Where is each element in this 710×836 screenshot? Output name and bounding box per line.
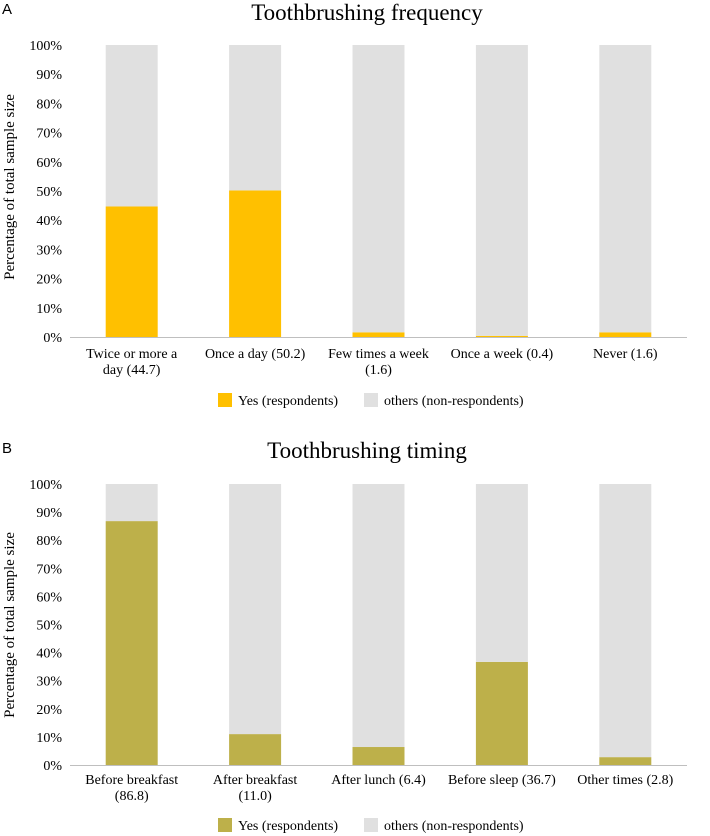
panel-a-y-tick-label: 40%: [36, 214, 62, 229]
panel-a-y-tick-label: 10%: [36, 302, 62, 317]
panel-a-y-tick-label: 60%: [36, 156, 62, 171]
panel-b-bar-others-2: [229, 484, 282, 735]
panel-a-legend-label-others: others (non-respondents): [384, 394, 524, 409]
panel-b: B Toothbrushing timing Percentage of tot…: [2, 438, 687, 834]
panel-b-bar-others-3: [352, 484, 405, 748]
panel-a-y-tick-label: 20%: [36, 273, 62, 288]
panel-a-legend-label-yes: Yes (respondents): [238, 394, 338, 409]
panel-a-y-ticks: 0% 10% 20% 30% 40% 50% 60% 70% 80% 90% 100%: [29, 39, 62, 346]
panel-a-bar-others-3: [352, 45, 405, 333]
panel-b-y-tick-label: 80%: [36, 534, 62, 549]
panel-b-bar-yes-2: [229, 734, 282, 765]
panel-b-y-tick-label: 30%: [36, 675, 62, 690]
panel-a-bar-others-4: [475, 45, 528, 336]
panel-b-bar-yes-4: [475, 661, 528, 765]
panel-b-letter: B: [2, 440, 12, 457]
panel-b-bars: [105, 484, 652, 765]
panel-b-legend-swatch-others: [364, 818, 378, 832]
panel-a-legend-swatch-yes: [218, 393, 232, 407]
panel-b-y-tick-label: 90%: [36, 506, 62, 521]
panel-b-bar-others-5: [599, 484, 652, 758]
panel-a-bars: [105, 45, 652, 337]
panel-b-y-tick-label: 50%: [36, 619, 62, 634]
panel-b-legend-label-others: others (non-respondents): [384, 819, 524, 834]
panel-b-y-ticks: 0% 10% 20% 30% 40% 50% 60% 70% 80% 90% 100%: [29, 478, 62, 774]
panel-b-bar-yes-5: [599, 757, 652, 765]
panel-b-y-tick-label: 70%: [36, 562, 62, 577]
panel-a-y-tick-label: 30%: [36, 243, 62, 258]
panel-a-category-labels: Twice or more a day (44.7) Once a day (50.…: [86, 347, 658, 378]
panel-a-y-tick-label: 50%: [36, 185, 62, 200]
panel-a-bar-yes-5: [599, 332, 652, 337]
panel-b-title: Toothbrushing timing: [267, 438, 467, 463]
panel-b-y-tick-label: 100%: [29, 478, 62, 493]
panel-b-y-tick-label: 10%: [36, 731, 62, 746]
panel-b-bar-yes-1: [105, 521, 158, 765]
panel-a-y-tick-label: 0%: [43, 331, 62, 346]
panel-a-y-tick-label: 70%: [36, 127, 62, 142]
panel-a-title: Toothbrushing frequency: [251, 0, 483, 25]
panel-a-bar-others-2: [229, 45, 282, 191]
panel-a-bar-yes-4: [475, 335, 528, 337]
panel-a-y-tick-label: 100%: [29, 39, 62, 54]
panel-a-bar-others-5: [599, 45, 652, 333]
panel-b-y-tick-label: 20%: [36, 703, 62, 718]
panel-b-category-label: After lunch (6.4): [331, 773, 426, 788]
panel-b-bar-others-4: [475, 484, 528, 662]
panel-b-category-label: Before sleep (36.7): [448, 773, 556, 788]
panel-a-bar-yes-2: [229, 190, 282, 337]
panel-a-category-label: Once a day (50.2): [205, 347, 306, 362]
panel-a-category-label: Never (1.6): [593, 347, 658, 362]
panel-a: A Toothbrushing frequency Percentage of …: [2, 0, 687, 409]
panel-a-category-label: Once a week (0.4): [451, 347, 554, 362]
panel-b-y-tick-label: 40%: [36, 647, 62, 662]
panel-b-legend-label-yes: Yes (respondents): [238, 819, 338, 834]
panel-b-y-tick-label: 0%: [43, 759, 62, 774]
panel-b-category-label: Before breakfast (86.8): [85, 773, 178, 804]
panel-b-category-labels: Before breakfast (86.8) After breakfast (11…: [85, 773, 673, 804]
panel-a-y-tick-label: 90%: [36, 68, 62, 83]
panel-a-category-label: Twice or more a day (44.7): [86, 347, 178, 378]
panel-a-legend: Yes (respondents) others (non-respondents…: [218, 393, 524, 409]
panel-b-y-axis-label: Percentage of total sample size: [2, 532, 18, 718]
panel-a-letter: A: [2, 1, 12, 18]
panel-a-legend-swatch-others: [364, 393, 378, 407]
panel-a-bar-yes-3: [352, 332, 405, 337]
panel-a-y-axis-label: Percentage of total sample size: [2, 94, 18, 280]
panel-b-bar-others-1: [105, 484, 158, 522]
panel-a-y-tick-label: 80%: [36, 97, 62, 112]
panel-b-category-label: Other times (2.8): [577, 773, 673, 788]
panel-b-y-tick-label: 60%: [36, 590, 62, 605]
panel-a-bar-others-1: [105, 45, 158, 207]
panel-b-legend: Yes (respondents) others (non-respondents…: [218, 818, 524, 834]
panel-a-category-label: Few times a week (1.6): [328, 347, 429, 378]
panel-a-bar-yes-1: [105, 206, 158, 337]
panel-b-legend-swatch-yes: [218, 818, 232, 832]
panel-b-bar-yes-3: [352, 747, 405, 765]
panel-b-category-label: After breakfast (11.0): [213, 773, 297, 804]
